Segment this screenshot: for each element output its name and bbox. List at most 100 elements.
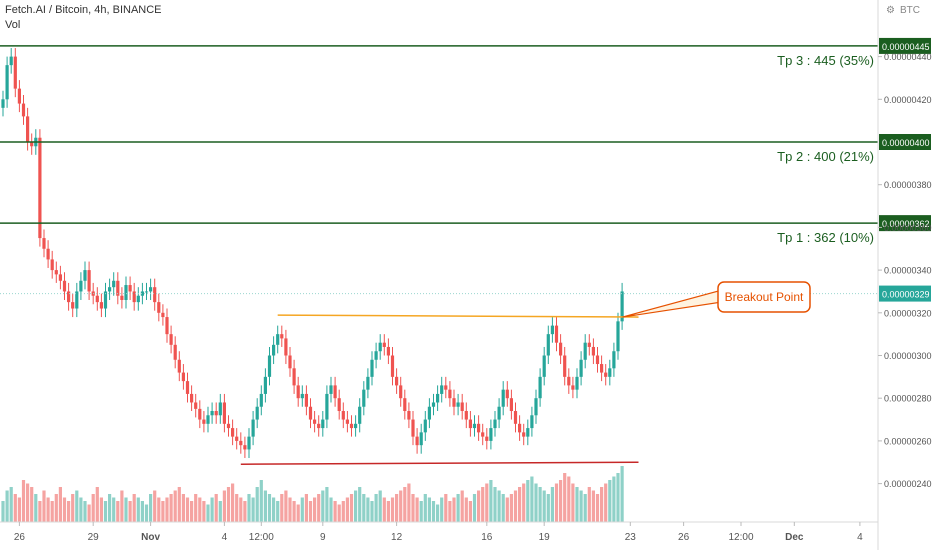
candle — [272, 336, 276, 365]
gear-icon[interactable]: ⚙ — [886, 5, 895, 16]
candle — [415, 428, 419, 454]
time-tick-label: 12:00 — [249, 532, 274, 543]
candle — [42, 229, 46, 258]
volume-bar — [354, 490, 358, 522]
candle — [436, 385, 440, 412]
candle — [345, 411, 349, 433]
time-tick-label: 9 — [320, 532, 326, 543]
candle — [509, 389, 513, 420]
candle — [276, 325, 280, 354]
symbol-title: Fetch.AI / Bitcoin, 4h, BINANCE — [5, 4, 162, 16]
candle — [9, 48, 13, 74]
candle — [46, 240, 50, 268]
candle — [444, 376, 448, 399]
candle-body — [300, 393, 304, 399]
candle-body — [259, 393, 263, 407]
volume-bar — [235, 494, 239, 522]
candle — [83, 261, 87, 290]
candle — [136, 287, 140, 311]
candle-body — [419, 432, 423, 446]
candle — [423, 411, 427, 441]
candle-body — [567, 376, 571, 386]
volume-bar — [456, 494, 460, 522]
candle — [153, 278, 157, 311]
candle-body — [509, 398, 513, 412]
volume-bar — [243, 501, 247, 522]
target-label: Tp 3 : 445 (35%) — [777, 53, 874, 68]
volume-bar — [292, 501, 296, 522]
volume-bar — [501, 494, 505, 522]
candle — [17, 80, 21, 113]
candle-body — [608, 368, 612, 377]
candle — [366, 368, 370, 399]
time-tick-label: 4 — [857, 532, 863, 543]
candle — [493, 411, 497, 437]
candle-body — [177, 359, 181, 373]
candle-body — [67, 291, 71, 303]
volume-bar — [452, 497, 456, 522]
candle — [386, 338, 390, 365]
candle-body — [124, 285, 128, 300]
currency-badge[interactable]: BTC — [900, 5, 920, 16]
candle-body — [472, 423, 477, 429]
candle-body — [153, 287, 157, 303]
candle — [62, 272, 67, 300]
candle — [108, 278, 112, 300]
time-tick-label: 12 — [391, 532, 403, 543]
support-line — [240, 461, 639, 465]
volume-bar — [436, 504, 440, 522]
volume-bar — [17, 497, 21, 522]
candle — [21, 95, 26, 125]
candle-body — [456, 402, 460, 407]
candle — [194, 393, 198, 418]
candle — [616, 312, 620, 360]
volume-bar — [288, 497, 292, 522]
candle-body — [210, 411, 214, 416]
candle-body — [407, 411, 411, 420]
candle — [173, 336, 177, 369]
candle — [247, 428, 251, 458]
candle-body — [83, 270, 87, 281]
volume-bar — [165, 497, 169, 522]
volume-bar — [251, 497, 255, 522]
candle — [67, 282, 71, 311]
candle-body — [116, 280, 120, 296]
candle-body — [505, 389, 509, 399]
candle-body — [296, 385, 300, 399]
candle — [354, 415, 358, 437]
volume-bar — [620, 466, 624, 522]
candle — [583, 334, 587, 369]
volume-bar — [1, 501, 5, 522]
candle-body — [144, 291, 149, 293]
candle — [489, 419, 493, 450]
volume-bar — [206, 504, 210, 522]
candle — [313, 411, 317, 433]
volume-bar — [481, 487, 485, 522]
volume-bar — [595, 494, 600, 522]
candle — [161, 304, 165, 326]
candle-body — [550, 325, 554, 335]
candle — [403, 389, 407, 420]
volume-bar — [21, 480, 26, 522]
volume-bar — [366, 497, 370, 522]
volume-bar — [583, 494, 587, 522]
volume-bar — [358, 487, 362, 522]
candle-body — [595, 355, 600, 365]
candle — [239, 432, 243, 454]
volume-bar — [345, 497, 349, 522]
volume-bar — [161, 501, 165, 522]
candle — [358, 398, 362, 433]
candle — [206, 406, 210, 433]
target-price-badge — [879, 37, 931, 54]
candle-body — [198, 408, 202, 420]
candle-body — [58, 274, 62, 281]
price-tick-label: 0.00000320 — [884, 308, 932, 318]
candle-body — [501, 389, 505, 407]
candle-body — [308, 406, 313, 420]
candle-body — [612, 351, 616, 369]
candle — [71, 293, 75, 318]
candle-body — [493, 419, 497, 429]
volume-bar — [374, 494, 378, 522]
candle — [5, 56, 9, 108]
